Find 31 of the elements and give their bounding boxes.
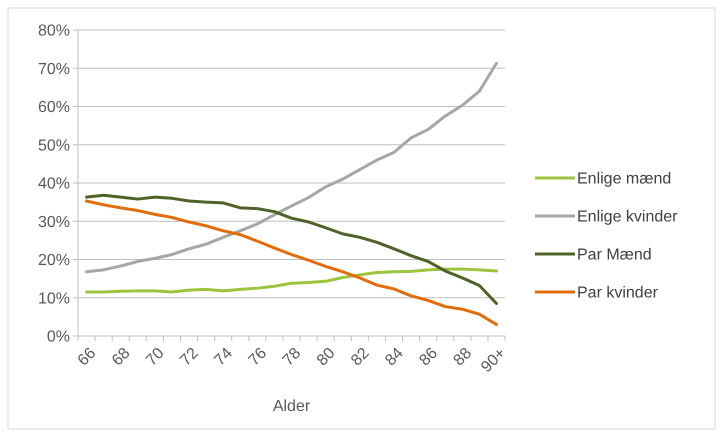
x-tick-label: 90+	[478, 344, 510, 376]
legend-label: Par Mænd	[577, 246, 652, 264]
line-series	[85, 194, 498, 305]
y-tick-label: 70%	[38, 60, 70, 78]
x-tick-label: 86	[416, 344, 441, 370]
y-tick-label: 80%	[38, 22, 70, 40]
legend-label: Par kvinder	[577, 284, 659, 302]
x-tick-label: 66	[74, 344, 100, 370]
y-tick-label: 30%	[38, 214, 70, 231]
y-tick-label: 0%	[46, 328, 70, 346]
x-tick-label: 72	[177, 344, 202, 370]
y-tick-label: 50%	[38, 137, 70, 154]
y-tick-label: 20%	[38, 252, 70, 270]
x-tick-label: 88	[450, 344, 476, 370]
x-tick-label: 82	[348, 344, 373, 370]
y-tick-label: 10%	[38, 290, 70, 308]
y-tick-label: 40%	[38, 176, 70, 193]
y-tick-label: 60%	[38, 99, 70, 116]
line-series	[85, 62, 498, 274]
x-tick-label: 84	[382, 344, 407, 370]
line-series	[85, 199, 498, 326]
x-tick-label: 78	[280, 344, 304, 370]
x-tick-label: 76	[246, 344, 270, 370]
x-tick-label: 70	[143, 344, 168, 370]
x-tick-label: 80	[314, 344, 339, 370]
line-series	[85, 268, 498, 294]
legend-label: Enlige kvinder	[577, 208, 678, 226]
x-axis-title: Alder	[272, 398, 311, 415]
legend-label: Enlige mænd	[577, 170, 672, 188]
x-tick-label: 68	[108, 344, 134, 370]
x-tick-label: 74	[211, 344, 236, 370]
